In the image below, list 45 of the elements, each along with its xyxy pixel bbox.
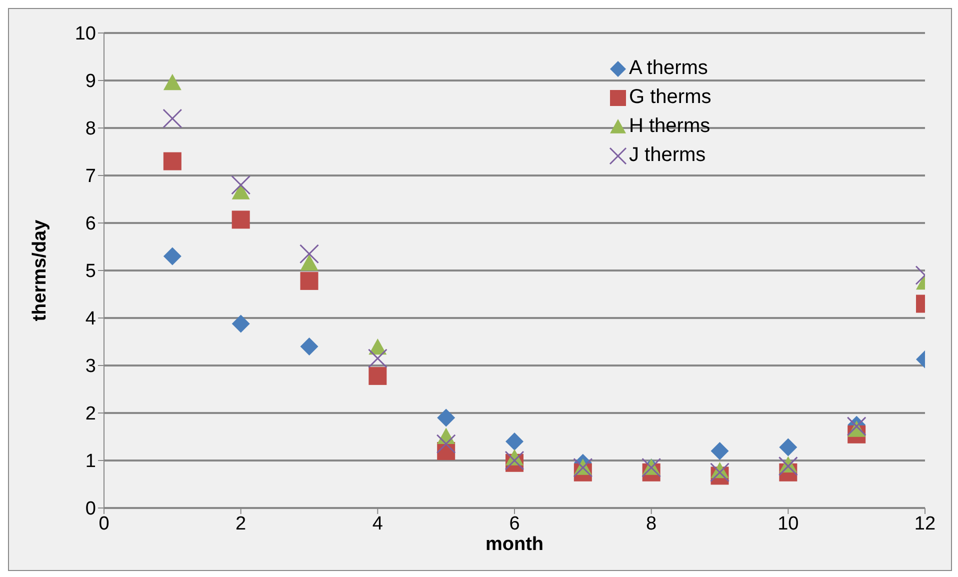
x-tick-label: 10 xyxy=(778,513,799,534)
point xyxy=(231,175,251,195)
point xyxy=(232,314,250,333)
point xyxy=(232,183,250,200)
point xyxy=(368,348,388,368)
point xyxy=(162,108,182,128)
point xyxy=(300,338,318,356)
point xyxy=(506,432,524,450)
y-tick-label: 5 xyxy=(85,261,96,282)
point xyxy=(437,408,456,427)
point xyxy=(779,438,798,456)
x-axis-title: month xyxy=(485,534,544,555)
point xyxy=(300,244,319,264)
point xyxy=(300,254,318,271)
legend-label: J therms xyxy=(629,144,706,167)
y-tick-label: 9 xyxy=(85,71,96,92)
y-axis-title: therms/day xyxy=(30,219,51,322)
legend-label: G therms xyxy=(629,86,712,109)
y-tick-label: 6 xyxy=(85,214,96,235)
point xyxy=(368,366,387,385)
y-tick-label: 2 xyxy=(85,404,96,425)
x-tick-label: 4 xyxy=(372,513,384,534)
point xyxy=(710,462,730,482)
y-tick-label: 0 xyxy=(85,498,96,520)
x-tick-label: 2 xyxy=(236,513,246,534)
y-tick-label: 10 xyxy=(74,24,96,45)
y-tick-label: 1 xyxy=(85,451,96,472)
point xyxy=(778,456,798,476)
y-tick-label: 3 xyxy=(85,356,96,378)
legend-label: A therms xyxy=(629,57,708,80)
x-tick-label: 6 xyxy=(509,513,520,534)
point xyxy=(300,272,318,290)
point xyxy=(163,152,182,170)
point xyxy=(163,247,182,266)
point xyxy=(163,74,182,90)
x-tick-label: 0 xyxy=(98,513,110,534)
point xyxy=(232,210,250,229)
point xyxy=(710,442,729,460)
y-tick-label: 4 xyxy=(85,308,96,330)
point xyxy=(436,434,456,454)
legend-label: H therms xyxy=(629,115,710,138)
y-tick-label: 7 xyxy=(85,166,96,188)
x-tick-label: 8 xyxy=(646,513,657,534)
x-tick-label: 12 xyxy=(914,513,936,534)
y-tick-label: 8 xyxy=(85,118,96,140)
